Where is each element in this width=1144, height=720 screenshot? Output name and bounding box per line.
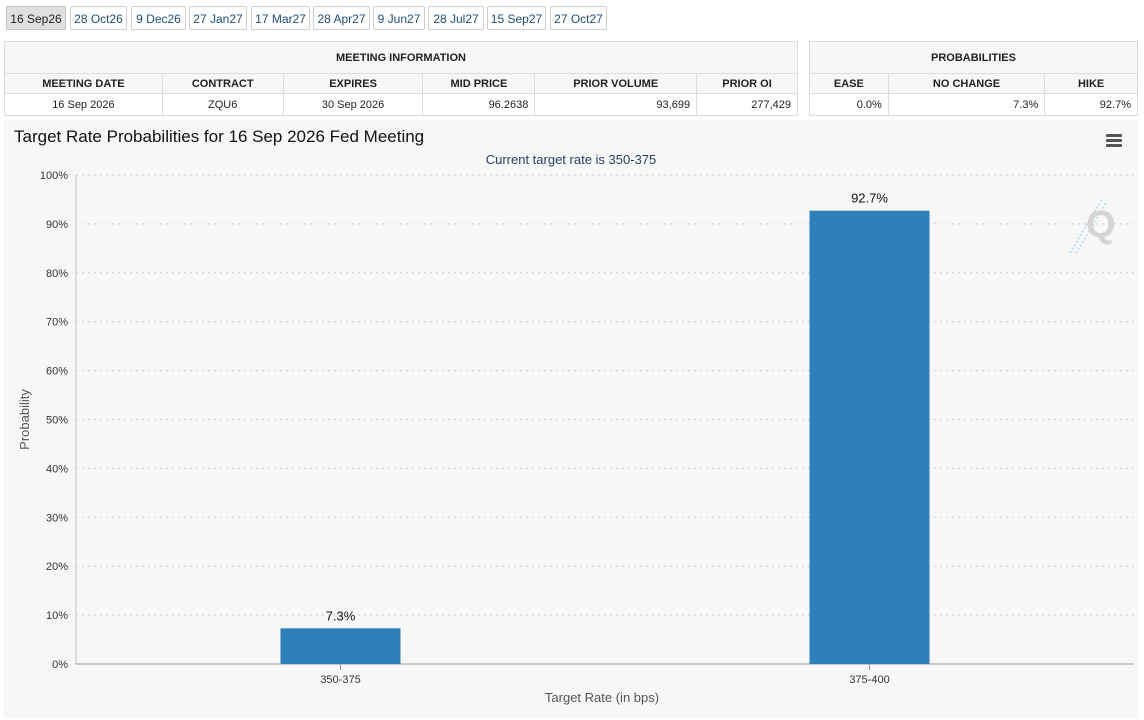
table-row: 16 Sep 2026 ZQU6 30 Sep 2026 96.2638 93,… bbox=[4, 93, 798, 116]
col-prior-volume: PRIOR VOLUME bbox=[534, 73, 698, 94]
table-row: 0.0% 7.3% 92.7% bbox=[809, 93, 1138, 116]
svg-text:Q: Q bbox=[1086, 204, 1116, 246]
bar-350-375 bbox=[280, 628, 401, 664]
contract-value: ZQU6 bbox=[161, 93, 284, 116]
x-tick-label: 375-400 bbox=[849, 674, 889, 686]
prior-volume-value: 93,699 bbox=[534, 93, 698, 116]
expires-value: 30 Sep 2026 bbox=[282, 93, 424, 116]
y-tick-label: 70% bbox=[46, 317, 68, 329]
tab-15-sep27[interactable]: 15 Sep27 bbox=[487, 6, 546, 30]
col-expires: EXPIRES bbox=[282, 73, 424, 94]
tab-28-apr27[interactable]: 28 Apr27 bbox=[313, 6, 370, 30]
hike-value: 92.7% bbox=[1044, 93, 1138, 116]
ease-value: 0.0% bbox=[809, 93, 889, 116]
y-axis-title: Probability bbox=[17, 389, 32, 450]
prior-oi-value: 277,429 bbox=[696, 93, 798, 116]
tab-17-mar27[interactable]: 17 Mar27 bbox=[251, 6, 310, 30]
hamburger-menu-icon[interactable] bbox=[1105, 133, 1123, 149]
tab-27-oct27[interactable]: 27 Oct27 bbox=[550, 6, 607, 30]
y-tick-label: 10% bbox=[46, 610, 68, 622]
data-label: 7.3% bbox=[326, 608, 356, 623]
tab-28-oct26[interactable]: 28 Oct26 bbox=[70, 6, 127, 30]
meeting-date-value: 16 Sep 2026 bbox=[4, 93, 163, 116]
y-tick-label: 30% bbox=[46, 512, 68, 524]
y-tick-label: 90% bbox=[46, 219, 68, 231]
meeting-information-header: MEETING INFORMATION bbox=[4, 41, 798, 74]
bar-chart: 0% 10% 20% 30% 40% 50% 60% 70% 80% 90% 100% 7.3% 350… bbox=[17, 170, 1134, 705]
x-tick-label: 350-375 bbox=[320, 674, 360, 686]
y-tick-label: 60% bbox=[46, 366, 68, 378]
col-prior-oi: PRIOR OI bbox=[696, 73, 798, 94]
tab-9-jun27[interactable]: 9 Jun27 bbox=[373, 6, 425, 30]
col-meeting-date: MEETING DATE bbox=[4, 73, 163, 94]
tab-16-sep26[interactable]: 16 Sep26 bbox=[6, 6, 66, 30]
data-label: 92.7% bbox=[851, 191, 888, 206]
quikstrike-q-logo-icon: Q bbox=[1069, 198, 1116, 254]
chart-panel: Target Rate Probabilities for 16 Sep 202… bbox=[4, 120, 1138, 718]
col-hike: HIKE bbox=[1044, 73, 1138, 94]
y-tick-label: 0% bbox=[52, 659, 68, 671]
meeting-information-table: MEETING INFORMATION MEETING DATE CONTRAC… bbox=[4, 41, 798, 116]
mid-price-value: 96.2638 bbox=[422, 93, 536, 116]
chart-title: Target Rate Probabilities for 16 Sep 202… bbox=[14, 127, 425, 146]
bar-375-400 bbox=[809, 210, 930, 664]
y-tick-label: 100% bbox=[40, 170, 68, 182]
y-tick-label: 20% bbox=[46, 561, 68, 573]
tab-28-jul27[interactable]: 28 Jul27 bbox=[428, 6, 484, 30]
y-tick-label: 80% bbox=[46, 268, 68, 280]
tab-9-dec26[interactable]: 9 Dec26 bbox=[131, 6, 186, 30]
chart-subtitle: Current target rate is 350-375 bbox=[485, 152, 657, 167]
probabilities-table: PROBABILITIES EASE NO CHANGE HIKE 0.0% 7… bbox=[809, 41, 1138, 116]
col-contract: CONTRACT bbox=[161, 73, 284, 94]
y-tick-label: 50% bbox=[46, 415, 68, 427]
col-no-change: NO CHANGE bbox=[887, 73, 1046, 94]
x-axis-title: Target Rate (in bps) bbox=[545, 690, 659, 705]
col-ease: EASE bbox=[809, 73, 889, 94]
tab-27-jan27[interactable]: 27 Jan27 bbox=[189, 6, 247, 30]
y-tick-label: 40% bbox=[46, 463, 68, 475]
no-change-value: 7.3% bbox=[887, 93, 1046, 116]
probabilities-header: PROBABILITIES bbox=[809, 41, 1138, 74]
col-mid-price: MID PRICE bbox=[422, 73, 536, 94]
